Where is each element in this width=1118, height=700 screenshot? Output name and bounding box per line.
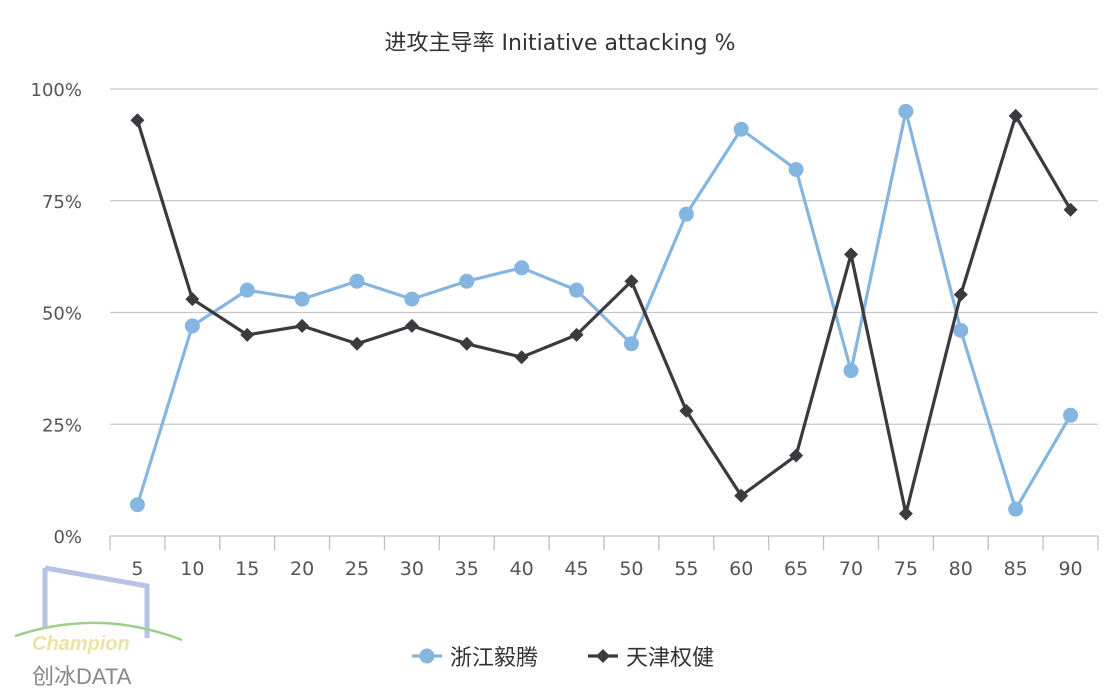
data-point (294, 291, 310, 307)
x-tick-label: 70 (839, 558, 863, 580)
data-point (129, 497, 145, 513)
series-line-0 (135, 109, 1072, 511)
data-point (240, 327, 255, 342)
data-point (459, 336, 474, 351)
data-point (239, 282, 255, 298)
data-point (514, 350, 529, 365)
data-point (514, 260, 530, 276)
x-tick-label: 5 (131, 558, 143, 580)
chart-title: 进攻主导率 Initiative attacking % (384, 31, 735, 56)
x-tick-label: 65 (784, 558, 808, 580)
data-point (1063, 407, 1079, 423)
data-point (844, 247, 858, 262)
data-point (184, 318, 200, 334)
legend-label: 天津权健 (626, 646, 714, 671)
data-point (733, 121, 749, 137)
data-point (953, 287, 968, 302)
data-point (1008, 501, 1024, 517)
data-point (130, 113, 145, 128)
y-tick-label: 75% (42, 192, 82, 213)
x-tick-label: 10 (180, 558, 204, 580)
data-point (788, 161, 804, 177)
x-tick-label: 15 (235, 558, 259, 580)
data-point (734, 488, 749, 503)
data-point (1063, 202, 1078, 217)
data-point (789, 448, 804, 463)
x-tick-label: 20 (290, 558, 314, 580)
data-point (1008, 108, 1023, 123)
watermark-champion: Champion (32, 633, 130, 655)
data-point (459, 273, 475, 289)
x-tick-label: 30 (400, 558, 424, 580)
x-tick-label: 55 (674, 558, 698, 580)
data-point (185, 292, 200, 307)
data-point (843, 363, 859, 379)
champion-data-logo: Champion 创冰DATA (14, 565, 183, 689)
data-point (623, 336, 639, 352)
data-point (349, 273, 365, 289)
legend-marker (596, 649, 610, 663)
x-tick-label: 85 (1004, 558, 1028, 580)
series-line-1 (135, 114, 1072, 516)
x-tick-label: 35 (455, 558, 479, 580)
data-point (350, 336, 364, 351)
x-tick-label: 25 (345, 558, 369, 580)
data-point (679, 403, 694, 418)
data-point (678, 206, 694, 222)
watermark-cn: 创冰DATA (32, 664, 132, 689)
y-tick-label: 50% (42, 304, 82, 325)
y-tick-label: 25% (42, 415, 82, 436)
y-tick-label: 0% (53, 527, 82, 548)
data-point (569, 282, 585, 298)
legend-label: 浙江毅腾 (450, 646, 538, 671)
x-tick-label: 60 (729, 558, 753, 580)
data-point (624, 274, 639, 289)
data-point (898, 103, 914, 119)
data-point (898, 506, 913, 521)
data-point (404, 291, 420, 307)
legend-marker (419, 648, 435, 664)
data-point (404, 318, 419, 333)
x-tick-label: 40 (510, 558, 534, 580)
x-tick-label: 50 (619, 558, 643, 580)
x-tick-label: 45 (564, 558, 588, 580)
data-point (569, 327, 584, 342)
x-tick-label: 90 (1058, 558, 1082, 580)
data-point (953, 322, 969, 338)
x-tick-label: 75 (894, 558, 918, 580)
y-tick-label: 100% (31, 80, 82, 101)
x-tick-label: 80 (949, 558, 973, 580)
data-point (295, 318, 310, 333)
